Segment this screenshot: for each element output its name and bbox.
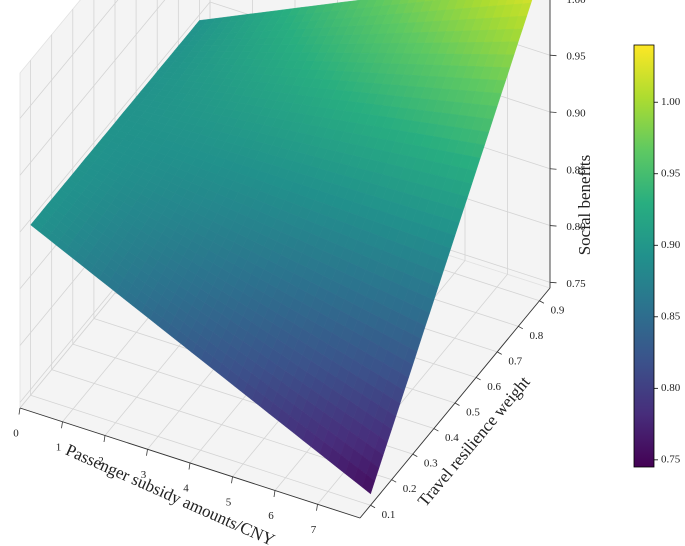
z-tick-label: 0.80 xyxy=(566,221,586,233)
z-tick-label: 1.00 xyxy=(566,0,586,6)
x-tick-label-mark xyxy=(273,490,276,498)
y-tick-label-mark xyxy=(454,402,460,406)
y-tick-label: 0.7 xyxy=(508,355,522,367)
y-tick-label-mark xyxy=(518,325,524,330)
z-tick-label-mark xyxy=(549,225,557,227)
x-tick-label: 1 xyxy=(56,441,62,453)
colorbar-tick-label: 0.85 xyxy=(661,310,681,322)
x-tick-label: 6 xyxy=(268,510,274,522)
x-tick-label-mark xyxy=(103,435,106,443)
colorbar-tick-label: 0.75 xyxy=(661,453,681,465)
y-tick-label-mark xyxy=(370,504,376,509)
z-tick-label: 0.95 xyxy=(566,51,586,63)
surface-patch xyxy=(361,474,376,495)
z-tick-label: 0.90 xyxy=(566,108,586,120)
grid-line-y xyxy=(30,394,371,506)
x-tick-label-mark xyxy=(146,449,148,456)
x-tick-label: 4 xyxy=(183,483,189,495)
z-tick-label: 0.75 xyxy=(566,278,586,290)
y-tick-label: 0.5 xyxy=(466,407,480,419)
grid-line-z xyxy=(19,0,119,119)
z-axis-label: Social benefits xyxy=(575,155,594,256)
x-tick-label-mark xyxy=(188,462,191,470)
y-tick-label-mark xyxy=(539,300,545,304)
colorbar-tick-label: 1.00 xyxy=(661,96,681,108)
z-tick-label-mark xyxy=(549,281,557,284)
x-tick-label: 5 xyxy=(226,496,232,508)
x-tick-label: 3 xyxy=(141,469,147,481)
z-tick-label-mark xyxy=(549,168,557,170)
z-tick-label-mark xyxy=(549,111,557,113)
x-tick-label: 2 xyxy=(98,455,104,467)
axis-ticks: 0 1 2 3 4 5 6 7 0.1 0.2 0.3 0.4 0.5 0.6 0.7 0.8 0.9 0.75 0… xyxy=(13,0,586,536)
x-tick-label: 7 xyxy=(311,524,317,536)
grid-line-z xyxy=(19,0,166,176)
x-tick-label-mark xyxy=(231,476,233,484)
x-tick-label-mark xyxy=(316,504,318,511)
colorbar-ticks: 0.75 0.80 0.85 0.90 0.95 1.00 xyxy=(654,96,681,465)
y-tick-label: 0.9 xyxy=(551,304,565,316)
x-tick-label-mark xyxy=(61,421,63,429)
y-tick-label: 0.2 xyxy=(403,483,417,495)
y-tick-label-mark xyxy=(412,453,418,457)
y-tick-label: 0.1 xyxy=(382,509,396,521)
y-tick-label: 0.3 xyxy=(424,458,438,470)
y-tick-label: 0.6 xyxy=(487,381,501,393)
colorbar-gradient xyxy=(633,44,655,468)
y-tick-label-mark xyxy=(497,351,502,355)
surface-plot xyxy=(30,0,533,495)
y-tick-label-mark xyxy=(475,377,481,381)
colorbar-tick-label: 0.95 xyxy=(661,167,681,179)
colorbar-tick-label: 0.80 xyxy=(661,382,681,394)
colorbar-tick-label: 0.90 xyxy=(661,239,681,251)
colorbar: 0.75 0.80 0.85 0.90 0.95 1.00 xyxy=(633,44,681,468)
z-tick-label-mark xyxy=(549,54,557,57)
z-tick-label: 0.85 xyxy=(566,164,586,176)
x-tick-label: 0 xyxy=(13,428,19,440)
y-tick-label: 0.4 xyxy=(445,432,459,444)
y-tick-label-mark xyxy=(391,479,397,483)
y-tick-label-mark xyxy=(433,428,439,432)
x-tick-label-mark xyxy=(18,407,21,415)
grid-line-z xyxy=(19,1,211,233)
y-tick-label: 0.8 xyxy=(529,330,543,342)
